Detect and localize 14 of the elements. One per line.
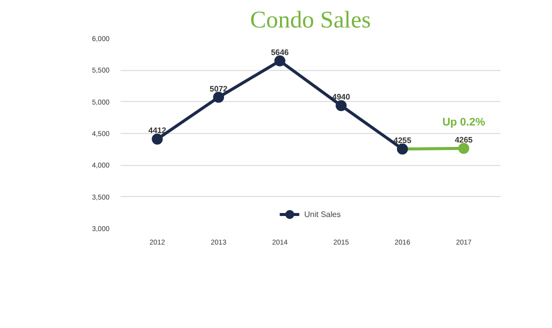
legend-label: Unit Sales xyxy=(304,210,341,218)
data-label: 5646 xyxy=(270,48,290,57)
data-label: 4265 xyxy=(454,135,474,144)
data-label: 4412 xyxy=(148,126,167,136)
point xyxy=(213,92,224,103)
data-label: 4255 xyxy=(394,136,412,146)
point xyxy=(458,142,470,154)
point xyxy=(274,55,286,66)
chart-title: Condo Sales xyxy=(250,8,371,34)
data-label: 4940 xyxy=(332,92,351,102)
point xyxy=(152,134,163,145)
point xyxy=(336,100,347,112)
data-label: 5072 xyxy=(210,84,228,94)
annotation: Up 0.2% xyxy=(442,116,486,128)
